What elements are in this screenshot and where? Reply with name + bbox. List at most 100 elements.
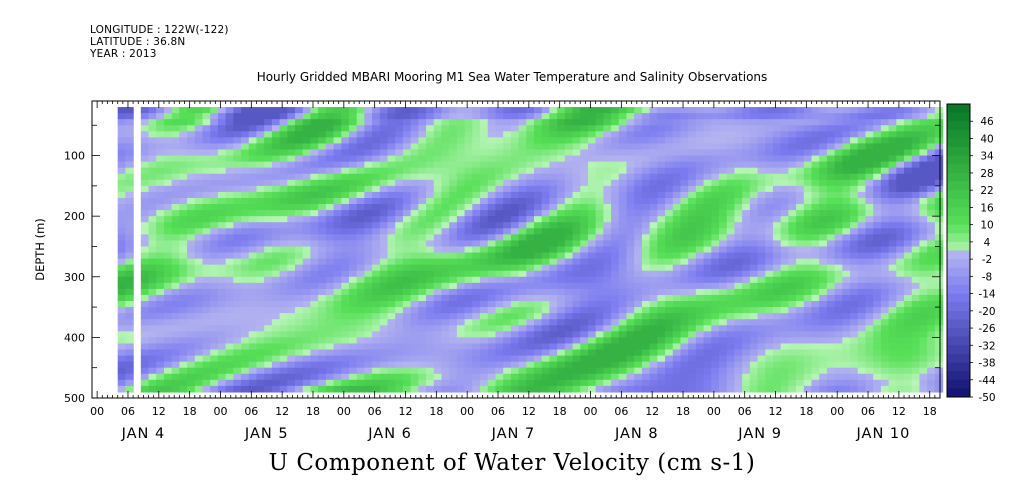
- heatmap-cell: [233, 113, 242, 120]
- heatmap-cell: [418, 131, 427, 138]
- heatmap-cell: [880, 319, 890, 326]
- heatmap-cell: [826, 179, 836, 187]
- heatmap-cell: [834, 204, 843, 211]
- heatmap-cell: [719, 270, 728, 278]
- heatmap-cell: [757, 252, 766, 260]
- heatmap-cell: [248, 288, 258, 296]
- heatmap-cell: [341, 276, 350, 284]
- heatmap-cell: [418, 125, 427, 132]
- heatmap-cell: [302, 240, 312, 248]
- heatmap-cell: [217, 337, 227, 345]
- heatmap-cell: [202, 197, 211, 205]
- heatmap-cell: [279, 216, 288, 223]
- heatmap-cell: [348, 282, 358, 290]
- heatmap-cell: [156, 228, 165, 235]
- heatmap-cell: [587, 137, 597, 145]
- heatmap-cell: [318, 161, 327, 169]
- heatmap-cell: [680, 240, 689, 248]
- heatmap-cell: [888, 197, 897, 205]
- heatmap-cell: [156, 179, 165, 187]
- heatmap-cell: [487, 107, 497, 114]
- heatmap-cell: [834, 125, 843, 132]
- heatmap-cell: [703, 173, 712, 181]
- heatmap-cell: [649, 210, 658, 217]
- heatmap-cell: [449, 288, 458, 296]
- heatmap-cell: [125, 367, 134, 375]
- heatmap-cell: [826, 173, 836, 181]
- heatmap-cell: [657, 149, 666, 157]
- heatmap-cell: [680, 270, 689, 278]
- heatmap-cell: [703, 276, 712, 284]
- heatmap-cell: [325, 191, 335, 199]
- heatmap-cell: [395, 167, 404, 175]
- heatmap-cell: [857, 313, 867, 320]
- heatmap-cell: [587, 210, 597, 217]
- heatmap-cell: [503, 143, 512, 151]
- heatmap-cell: [618, 119, 628, 126]
- heatmap-cell: [557, 276, 566, 284]
- heatmap-cell: [503, 331, 512, 338]
- heatmap-cell: [356, 222, 365, 229]
- heatmap-cell: [210, 197, 219, 205]
- heatmap-cell: [194, 143, 204, 151]
- heatmap-cell: [356, 379, 365, 387]
- heatmap-cell: [364, 185, 373, 193]
- heatmap-cell: [896, 301, 905, 308]
- heatmap-cell: [919, 125, 928, 132]
- heatmap-cell: [842, 204, 851, 211]
- heatmap-cell: [503, 125, 512, 132]
- heatmap-cell: [603, 331, 612, 338]
- heatmap-cell: [248, 131, 258, 138]
- heatmap-cell: [125, 161, 134, 169]
- heatmap-cell: [256, 234, 265, 242]
- heatmap-cell: [140, 210, 150, 217]
- heatmap-cell: [310, 197, 319, 205]
- heatmap-cell: [426, 179, 435, 187]
- heatmap-cell: [765, 349, 774, 357]
- heatmap-cell: [194, 313, 204, 320]
- heatmap-cell: [495, 161, 504, 169]
- heatmap-cell: [611, 361, 620, 369]
- heatmap-cell: [657, 131, 666, 138]
- heatmap-cell: [819, 137, 828, 145]
- heatmap-cell: [426, 379, 435, 387]
- heatmap-cell: [618, 216, 628, 223]
- heatmap-cell: [202, 319, 211, 326]
- heatmap-cell: [310, 246, 319, 254]
- heatmap-cell: [410, 119, 419, 126]
- heatmap-cell: [156, 246, 165, 254]
- heatmap-cell: [271, 385, 281, 393]
- heatmap-cell: [449, 185, 458, 193]
- heatmap-cell: [264, 343, 273, 351]
- heatmap-cell: [557, 331, 566, 338]
- heatmap-cell: [680, 252, 689, 260]
- heatmap-cell: [811, 373, 820, 381]
- heatmap-cell: [279, 294, 288, 302]
- heatmap-cell: [557, 252, 566, 260]
- heatmap-cell: [248, 173, 258, 181]
- heatmap-cell: [580, 240, 589, 248]
- heatmap-cell: [626, 204, 635, 211]
- heatmap-cell: [695, 367, 705, 375]
- heatmap-cell: [742, 373, 751, 381]
- heatmap-cell: [456, 155, 466, 163]
- heatmap-cell: [179, 131, 188, 138]
- heatmap-cell: [572, 349, 581, 357]
- heatmap-cell: [325, 185, 335, 193]
- heatmap-cell: [749, 161, 759, 169]
- heatmap-cell: [541, 155, 551, 163]
- heatmap-cell: [780, 191, 789, 199]
- heatmap-cell: [310, 288, 319, 296]
- heatmap-cell: [464, 252, 473, 260]
- heatmap-cell: [364, 197, 373, 205]
- heatmap-cell: [526, 379, 535, 387]
- heatmap-cell: [788, 137, 797, 145]
- heatmap-cell: [449, 167, 458, 175]
- heatmap-cell: [641, 252, 651, 260]
- heatmap-cell: [426, 191, 435, 199]
- heatmap-cell: [271, 246, 281, 254]
- heatmap-cell: [657, 185, 666, 193]
- heatmap-cell: [680, 343, 689, 351]
- heatmap-cell: [857, 131, 867, 138]
- heatmap-cell: [595, 113, 604, 120]
